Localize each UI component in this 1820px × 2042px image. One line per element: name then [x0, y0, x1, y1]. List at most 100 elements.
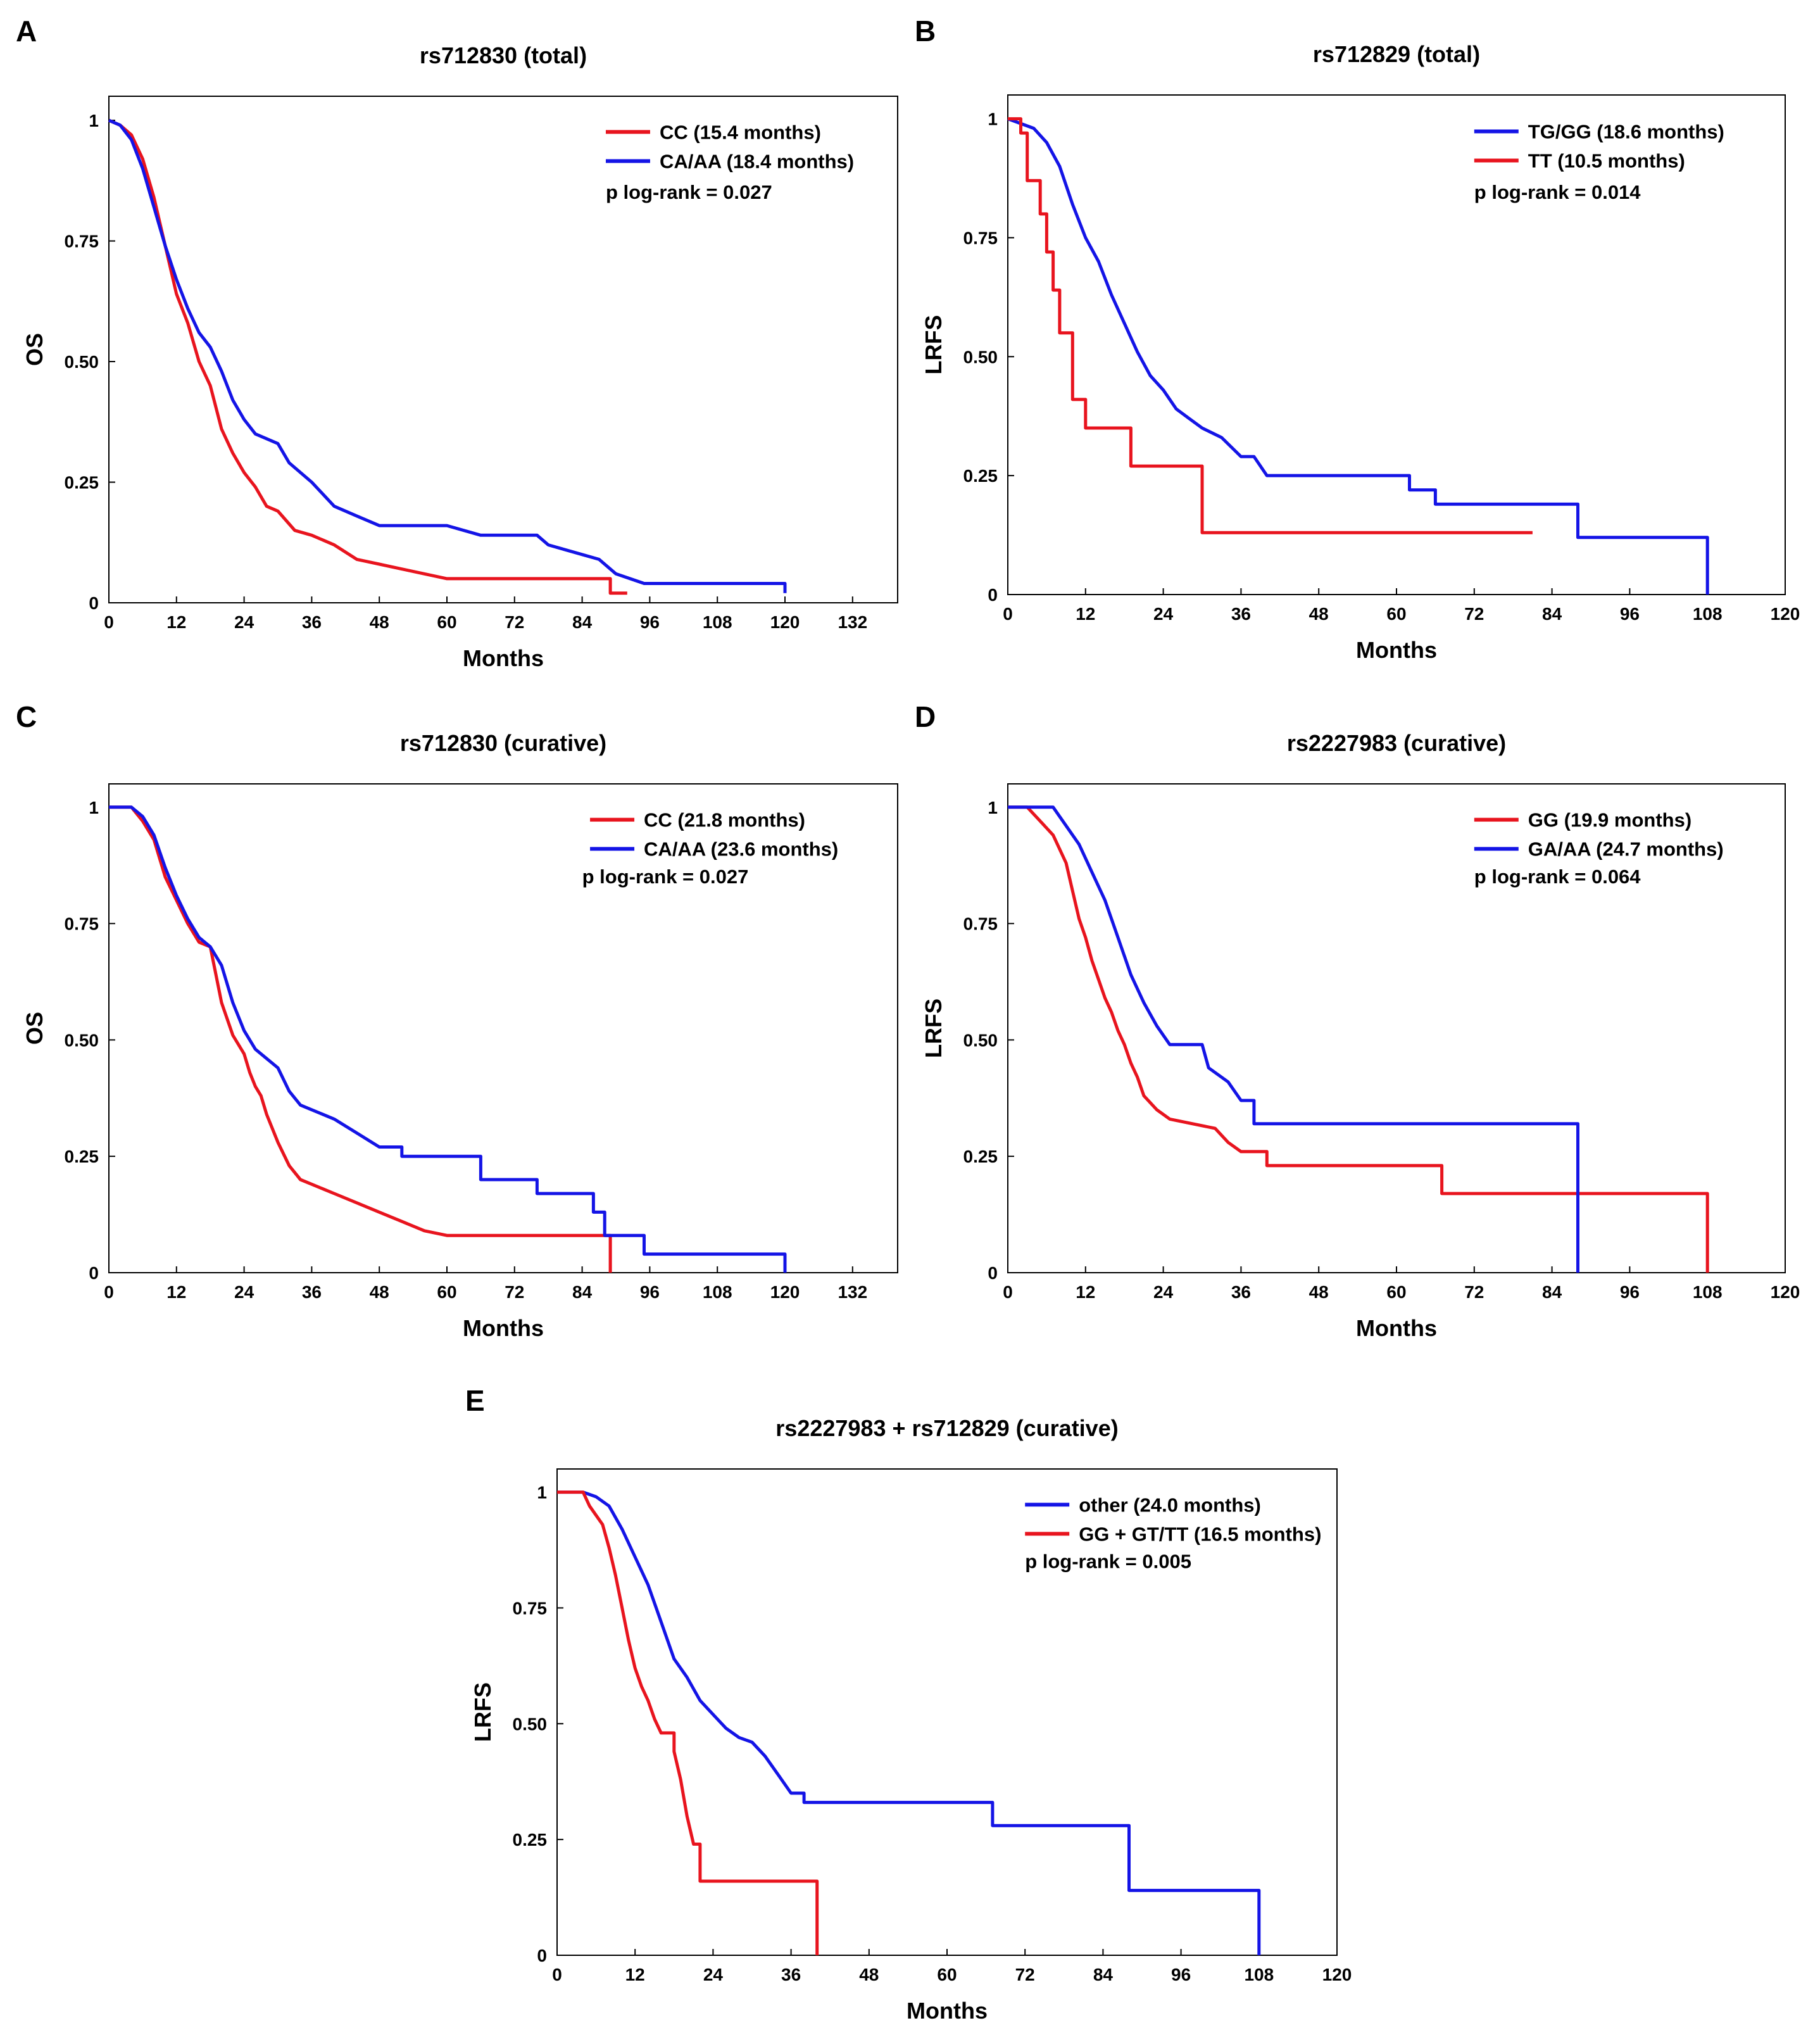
x-tick-label: 96 [640, 1282, 660, 1302]
x-tick-label: 48 [1309, 604, 1329, 624]
x-tick-label: 120 [1771, 604, 1800, 624]
x-tick-label: 96 [1171, 1965, 1191, 1984]
x-tick-label: 84 [1542, 1282, 1562, 1302]
x-axis-label: Months [907, 1998, 988, 2024]
x-tick-label: 24 [1153, 604, 1174, 624]
x-tick-label: 48 [1309, 1282, 1329, 1302]
y-tick-label: 0 [89, 1263, 99, 1283]
x-axis-label: Months [1356, 637, 1437, 663]
chart-title: rs712830 (curative) [400, 730, 606, 756]
x-tick-label: 108 [703, 1282, 732, 1302]
chart-title: rs2227983 (curative) [1287, 730, 1506, 756]
x-tick-label: 108 [1244, 1965, 1274, 1984]
x-tick-label: 24 [703, 1965, 724, 1984]
x-tick-label: 108 [1693, 604, 1723, 624]
x-tick-label: 48 [370, 612, 389, 632]
series-line-blue [108, 118, 787, 593]
y-tick-label: 0.75 [513, 1598, 548, 1618]
x-tick-label: 132 [838, 1282, 867, 1302]
series-line-red [108, 118, 627, 595]
series-line-red [109, 805, 612, 1273]
x-tick-label: 24 [234, 1282, 254, 1302]
y-tick-label: 1 [988, 110, 998, 129]
legend-label: GA/AA (24.7 months) [1528, 838, 1724, 860]
y-axis-label: LRFS [920, 315, 946, 375]
p-value-annotation: p log-rank = 0.064 [1474, 866, 1641, 888]
p-value-annotation: p log-rank = 0.027 [582, 866, 749, 888]
series-line-blue [1007, 117, 1709, 595]
x-tick-label: 0 [1003, 604, 1013, 624]
y-tick-label: 0.75 [65, 914, 99, 934]
y-tick-label: 0 [89, 593, 99, 613]
x-tick-label: 12 [625, 1965, 645, 1984]
x-tick-label: 24 [234, 612, 254, 632]
x-tick-label: 12 [1076, 1282, 1095, 1302]
series-line-blue [109, 805, 787, 1273]
x-tick-label: 96 [1620, 604, 1640, 624]
legend-label: TT (10.5 months) [1528, 149, 1685, 172]
x-tick-label: 0 [104, 1282, 114, 1302]
x-tick-label: 36 [781, 1965, 801, 1984]
x-tick-label: 96 [640, 612, 660, 632]
x-axis-label: Months [463, 1315, 544, 1341]
y-tick-label: 0.25 [963, 466, 998, 486]
y-tick-label: 1 [89, 111, 99, 130]
legend-label: GG + GT/TT (16.5 months) [1079, 1523, 1321, 1545]
p-value-annotation: p log-rank = 0.014 [1474, 181, 1641, 203]
legend-label: TG/GG (18.6 months) [1528, 120, 1724, 142]
y-tick-label: 0 [537, 1946, 547, 1965]
x-tick-label: 36 [1231, 604, 1251, 624]
x-tick-label: 60 [437, 1282, 456, 1302]
x-tick-label: 72 [505, 1282, 524, 1302]
y-tick-label: 0.75 [65, 232, 99, 251]
x-tick-label: 12 [166, 1282, 186, 1302]
x-tick-label: 60 [937, 1965, 957, 1984]
y-tick-label: 0.75 [963, 914, 998, 934]
x-tick-label: 72 [505, 612, 524, 632]
chart-title: rs712830 (total) [420, 42, 587, 68]
x-tick-label: 84 [1093, 1965, 1114, 1984]
x-tick-label: 84 [572, 1282, 593, 1302]
panel-letter: E [465, 1384, 485, 1417]
y-tick-label: 0 [988, 585, 998, 605]
x-tick-label: 108 [703, 612, 732, 632]
y-tick-label: 0.75 [963, 228, 998, 248]
series-line-red [557, 1491, 819, 1955]
x-tick-label: 0 [552, 1965, 562, 1984]
legend-label: CA/AA (18.4 months) [660, 150, 854, 172]
panel-letter: A [16, 15, 37, 47]
panel-letter: D [915, 700, 936, 733]
y-tick-label: 0.25 [65, 473, 99, 493]
x-axis-label: Months [1356, 1315, 1437, 1341]
y-tick-label: 0.50 [963, 347, 998, 367]
series-line-blue [557, 1491, 1261, 1955]
y-tick-label: 0.50 [65, 352, 99, 372]
y-tick-label: 0.50 [963, 1030, 998, 1050]
legend: TG/GG (18.6 months) TT (10.5 months) [1474, 120, 1724, 172]
y-tick-label: 0 [988, 1263, 998, 1283]
legend-label: CA/AA (23.6 months) [644, 838, 838, 860]
x-tick-label: 0 [104, 612, 114, 632]
y-axis-label: OS [22, 1012, 47, 1045]
plot-frame [108, 783, 898, 1273]
x-tick-label: 12 [166, 612, 186, 632]
chart-title: rs712829 (total) [1313, 41, 1480, 67]
y-tick-label: 0.25 [963, 1147, 998, 1166]
y-axis-label: LRFS [920, 999, 946, 1058]
x-tick-label: 60 [1386, 1282, 1406, 1302]
x-tick-label: 120 [1322, 1965, 1352, 1984]
x-tick-label: 0 [1003, 1282, 1013, 1302]
x-tick-label: 72 [1464, 1282, 1484, 1302]
legend-label: CC (15.4 months) [660, 121, 821, 143]
series-line-red [1008, 117, 1533, 534]
x-tick-label: 36 [1231, 1282, 1251, 1302]
x-tick-label: 108 [1693, 1282, 1723, 1302]
y-tick-label: 1 [537, 1483, 547, 1503]
x-tick-label: 36 [302, 612, 322, 632]
x-tick-label: 84 [1542, 604, 1562, 624]
